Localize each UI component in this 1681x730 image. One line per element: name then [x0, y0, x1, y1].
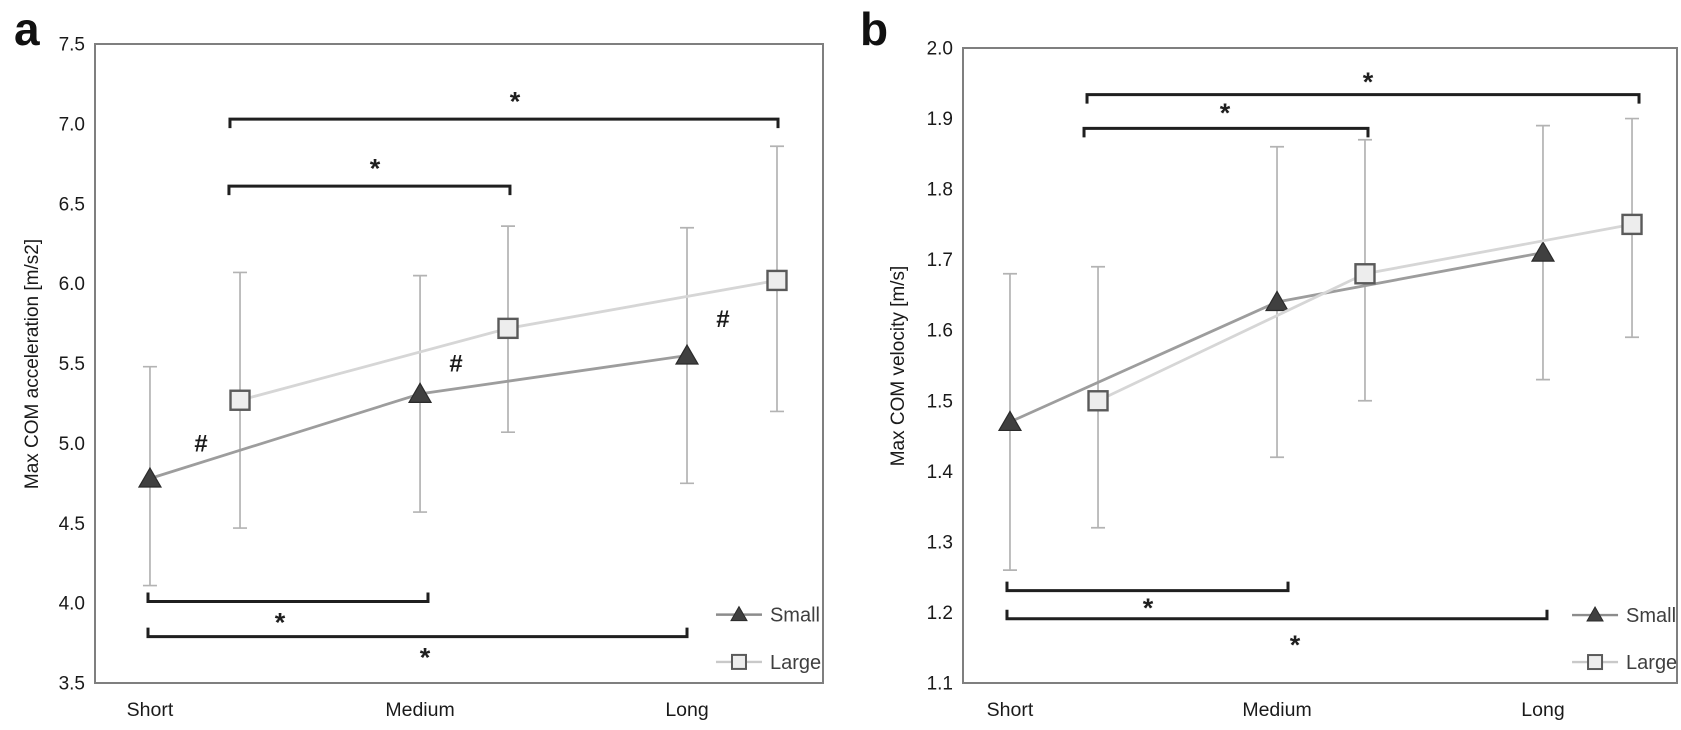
data-point-marker-small: [997, 410, 1023, 432]
data-point-marker-small: [1530, 240, 1556, 262]
significance-star: *: [420, 642, 431, 672]
y-tick-label: 1.6: [927, 321, 953, 342]
category-label: Short: [987, 699, 1034, 721]
significance-bracket: [146, 627, 689, 639]
panel-b-letter: b: [860, 3, 889, 55]
y-tick-label: 1.8: [927, 180, 953, 201]
legend-label: Large: [1626, 652, 1677, 674]
y-tick-label: 1.2: [927, 603, 953, 624]
significance-star: *: [275, 607, 286, 637]
significance-star: *: [1290, 630, 1301, 660]
hash-annotation: #: [449, 351, 462, 378]
legend-square-marker: [730, 653, 747, 670]
legend-triangle-marker: [730, 605, 748, 622]
legend-label: Small: [1626, 605, 1676, 627]
y-tick-label: 4.5: [59, 514, 85, 535]
data-point-marker-small: [674, 343, 700, 365]
data-point-marker-large: [766, 269, 788, 292]
y-tick-label: 1.4: [927, 462, 954, 483]
legend-label: Small: [770, 605, 820, 627]
category-label: Long: [1521, 699, 1564, 721]
legend-square-marker: [1587, 654, 1604, 671]
legend-item-small: Small: [715, 605, 820, 627]
legend-triangle-marker: [1586, 606, 1604, 622]
legend-label: Large: [770, 652, 821, 674]
y-tick-label: 5.5: [59, 354, 85, 375]
legend-item-large: Large: [715, 652, 821, 674]
plot-border: [94, 43, 824, 684]
significance-bracket: [1005, 581, 1290, 593]
category-label: Medium: [385, 699, 454, 721]
y-tick-label: 7.0: [59, 114, 85, 135]
significance-bracket: [228, 117, 780, 129]
significance-star: *: [1143, 593, 1154, 623]
category-label: Long: [665, 699, 708, 721]
category-label: Medium: [1242, 699, 1311, 721]
data-point-marker-large: [229, 389, 251, 411]
significance-bracket: [1085, 93, 1641, 104]
panel-a-plot: 7.5 7.0 6.5 6.0 5.5 5.0 4.5 4.0 3.5 Short Medium Lo…: [59, 35, 824, 721]
significance-bracket: [1082, 126, 1370, 138]
legend-item-small: Small: [1572, 605, 1676, 627]
panel-a-letter: a: [14, 3, 40, 55]
significance-star: *: [510, 87, 521, 117]
y-tick-label: 1.5: [927, 391, 953, 412]
y-tick-label: 3.5: [59, 674, 85, 695]
data-point-marker-small: [408, 382, 433, 403]
legend-item-large: Large: [1572, 652, 1677, 674]
data-point-marker-small: [1264, 290, 1290, 312]
significance-star: *: [370, 154, 381, 184]
data-point-marker-small: [137, 466, 163, 488]
panel-b-plot: 2.0 1.9 1.8 1.7 1.6 1.5 1.4 1.3 1.2 1.1 Short Mediu…: [927, 39, 1678, 721]
y-tick-label: 7.5: [59, 35, 85, 56]
data-point-marker-large: [1621, 213, 1643, 236]
series-line-small: [149, 354, 688, 480]
significance-star: *: [1220, 98, 1231, 128]
data-point-marker-large: [1087, 390, 1109, 412]
y-tick-label: 6.5: [59, 194, 85, 215]
category-label: Short: [127, 699, 174, 721]
significance-bracket: [1005, 609, 1549, 621]
y-tick-label: 1.3: [927, 532, 953, 553]
y-tick-label: 6.0: [59, 274, 85, 295]
plot-border: [962, 47, 1678, 684]
significance-bracket: [227, 184, 512, 196]
significance-star: *: [1363, 67, 1374, 97]
y-tick-label: 5.0: [59, 434, 85, 455]
data-point-marker-large: [497, 317, 519, 340]
y-tick-label: 2.0: [927, 39, 953, 60]
y-tick-label: 1.9: [927, 109, 953, 130]
data-point-marker-large: [1354, 263, 1376, 285]
y-tick-label: 4.0: [59, 594, 85, 615]
hash-annotation: #: [194, 430, 207, 457]
hash-annotation: #: [716, 306, 729, 333]
y-tick-label: 1.7: [927, 250, 953, 271]
significance-bracket: [146, 592, 430, 604]
y-tick-label: 1.1: [927, 674, 953, 695]
